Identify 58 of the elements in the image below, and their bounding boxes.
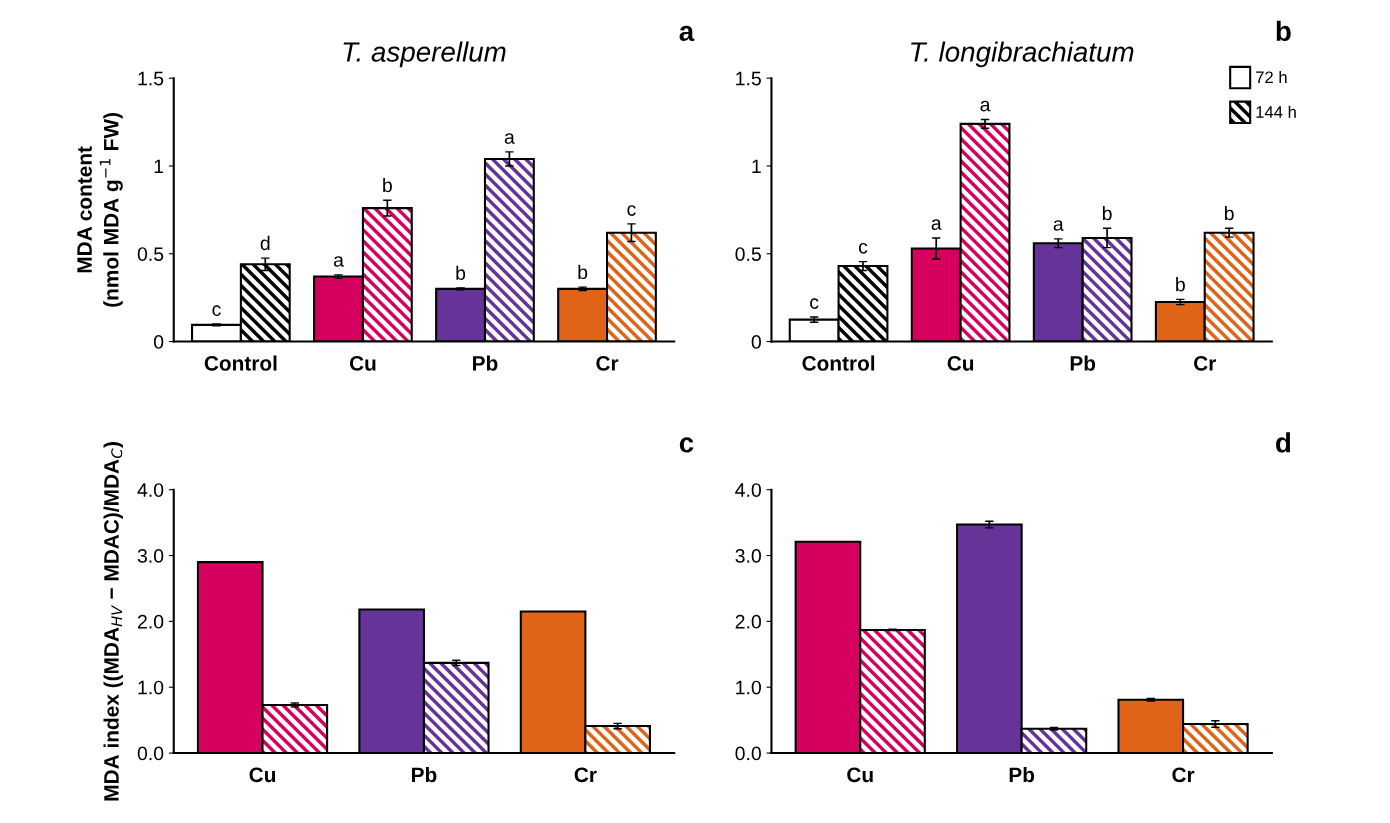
y-tick-label: 0 <box>153 335 164 349</box>
x-tick-label: Cu <box>249 767 276 783</box>
annotation: c <box>858 242 868 254</box>
y-axis-title: MDA index ((MDA$_{HV}$ − MDAC)/MDA$_{C}$) <box>103 442 123 801</box>
annotation: c <box>627 205 636 216</box>
x-tick-label: Pb <box>473 355 498 371</box>
annotation: c <box>810 298 819 309</box>
annotation: b <box>1224 206 1234 221</box>
annotation: a <box>980 100 991 112</box>
chart-title: T. asperellum <box>343 41 506 68</box>
y-tick-label: 3.0 <box>735 548 761 563</box>
y-tick-label: 0.5 <box>735 247 761 261</box>
y-tick-label: 1 <box>154 159 164 174</box>
annotation: a <box>1053 220 1064 231</box>
y-tick-label: 1.0 <box>736 680 761 695</box>
y-tick-label: 3.0 <box>137 548 164 563</box>
text: a <box>679 25 695 42</box>
x-tick-label: Cr <box>574 767 597 783</box>
y-tick-label: 4.0 <box>137 483 164 497</box>
text: b <box>1276 20 1291 42</box>
y-tick-label: 2.0 <box>137 614 164 629</box>
annotation: b <box>456 265 466 280</box>
y-tick-label: 0.0 <box>137 746 164 761</box>
annotation: a <box>333 256 344 267</box>
x-tick-label: Cr <box>1172 767 1195 783</box>
chart-title: T. longibrachiatum <box>911 41 1134 68</box>
x-tick-label: Control <box>802 355 875 371</box>
x-tick-label: Cu <box>349 355 376 371</box>
x-tick-label: Pb <box>1009 766 1035 783</box>
annotation: c <box>212 305 221 316</box>
y-tick-label: 0.0 <box>735 746 761 761</box>
annotation: a <box>504 133 515 144</box>
annotation: b <box>1176 277 1185 292</box>
y-tick-label: 0 <box>751 335 761 349</box>
annotation: b <box>1102 206 1112 221</box>
x-tick-label: Cr <box>596 355 619 371</box>
y-tick-label: 1 <box>752 159 761 174</box>
annotation: b <box>383 177 392 193</box>
x-tick-label: Pb <box>412 766 437 783</box>
x-tick-label: Cu <box>847 767 873 783</box>
y-tick-label: 1.5 <box>736 71 761 86</box>
text: c <box>679 437 694 453</box>
legend-label: 144 h <box>1256 105 1296 118</box>
x-tick-label: Control <box>204 355 277 371</box>
y-tick-label: 1.0 <box>138 680 164 695</box>
x-tick-label: Pb <box>1070 355 1096 371</box>
y-tick-label: 4.0 <box>735 483 761 497</box>
annotation: a <box>931 219 942 230</box>
y-axis-title: MDA content (nmol MDA g$^{−1}$ FW) <box>77 112 123 307</box>
x-tick-label: Cu <box>947 355 974 371</box>
text: d <box>1276 432 1291 453</box>
annotation: d <box>260 235 270 251</box>
y-tick-label: 1.5 <box>138 71 164 86</box>
y-tick-label: 2.0 <box>735 614 761 629</box>
y-tick-label: 0.5 <box>137 247 164 261</box>
annotation: b <box>578 264 588 280</box>
x-tick-label: Cr <box>1194 355 1216 371</box>
legend-label: 72 h <box>1256 70 1287 84</box>
